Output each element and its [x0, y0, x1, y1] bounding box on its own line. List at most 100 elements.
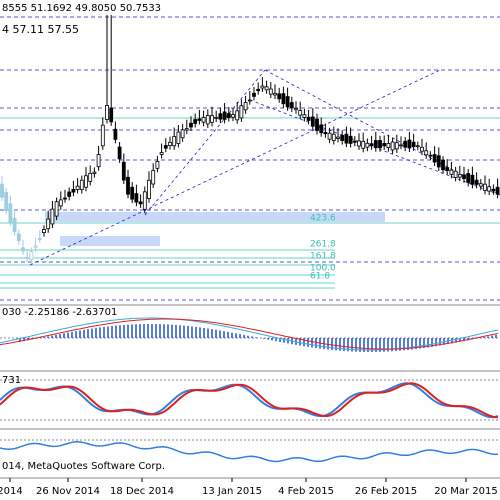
- time-label: 2014: [0, 486, 23, 497]
- candle-body: [344, 133, 349, 144]
- trend-line: [264, 69, 500, 196]
- candle-body: [394, 142, 399, 150]
- candle-body: [453, 170, 458, 178]
- candle-body: [197, 118, 202, 121]
- candle-body: [63, 197, 67, 200]
- candle-body: [138, 201, 143, 205]
- candle-body: [21, 247, 25, 252]
- candle-body: [235, 110, 240, 121]
- candle-body: [399, 144, 403, 147]
- candle-body: [281, 93, 286, 105]
- candle-body: [37, 238, 42, 240]
- candle-body: [42, 229, 46, 233]
- candle-body: [361, 140, 366, 149]
- candle-body: [54, 201, 59, 217]
- candle-body: [109, 107, 114, 123]
- candle-body: [382, 143, 387, 147]
- candle-body: [348, 135, 353, 144]
- candle-body: [340, 135, 345, 142]
- candle-body: [319, 124, 324, 134]
- candle-body: [428, 154, 433, 157]
- candle-body: [67, 191, 72, 197]
- candle-body: [155, 161, 160, 169]
- candle-body: [16, 233, 21, 242]
- candle-body: [126, 176, 130, 195]
- candle-body: [306, 116, 311, 121]
- candle-body: [323, 132, 328, 135]
- drawing: 423.6 261.8 161.8 100.061.8 2014 26 Nov 2014 1…: [0, 15, 500, 497]
- candle-body: [256, 88, 261, 92]
- candle-body: [214, 116, 219, 119]
- candle-body: [163, 145, 168, 149]
- candle-body: [92, 171, 97, 175]
- candle-body: [100, 124, 105, 147]
- candle-body: [466, 173, 471, 183]
- candle-body: [462, 174, 466, 180]
- candle-body: [226, 113, 231, 118]
- candle-body: [373, 140, 378, 149]
- indicator-header: 4 57.11 57.55: [2, 23, 79, 36]
- zone: [60, 236, 160, 246]
- candle-body: [495, 186, 500, 195]
- candle-body: [386, 143, 391, 148]
- candle-body: [336, 136, 340, 139]
- copyright: 014, MetaQuotes Software Corp.: [2, 461, 165, 472]
- fibo-label: 261.8: [310, 240, 336, 250]
- candle-body: [210, 115, 214, 123]
- candle-body: [369, 143, 374, 147]
- candle-body: [0, 183, 4, 198]
- candle-body: [222, 111, 227, 120]
- time-label: 18 Dec 2014: [110, 486, 174, 497]
- candle-body: [424, 150, 429, 156]
- candle-body: [8, 203, 13, 223]
- fibo-label: 423.6: [310, 214, 336, 224]
- candle-body: [365, 142, 370, 148]
- candle-body: [168, 141, 172, 146]
- time-label: 26 Nov 2014: [36, 486, 100, 497]
- candle-body: [88, 172, 93, 182]
- candle-body: [411, 141, 416, 148]
- candle-body: [352, 140, 357, 143]
- trend-line: [144, 69, 266, 216]
- candle-body: [378, 139, 382, 149]
- candle-body: [4, 192, 9, 211]
- candle-body: [403, 140, 408, 148]
- candle-body: [50, 208, 55, 225]
- time-label: 13 Jan 2015: [202, 486, 262, 497]
- stoch-signal: [0, 382, 499, 419]
- candle-body: [193, 119, 198, 124]
- candle-body: [449, 169, 454, 175]
- candle-body: [327, 132, 332, 140]
- candle-body: [252, 92, 256, 97]
- candle-body: [29, 251, 34, 260]
- fibo-label: 161.8: [310, 252, 336, 262]
- stoch-main: [0, 382, 499, 419]
- candle-body: [130, 186, 135, 200]
- time-label: 20 Mar 2015: [434, 486, 497, 497]
- candle-body: [390, 141, 395, 151]
- candle-body: [415, 145, 420, 148]
- candle-body: [189, 122, 193, 128]
- candle-body: [331, 133, 336, 141]
- candle-body: [12, 217, 17, 233]
- time-label: 26 Feb 2015: [355, 486, 417, 497]
- candle-body: [432, 154, 437, 163]
- candle-body: [151, 170, 156, 185]
- trend-line: [29, 69, 441, 266]
- candle-body: [25, 257, 30, 259]
- stochastic-label: 731: [2, 375, 21, 386]
- candle-body: [277, 93, 282, 100]
- candle-body: [172, 136, 177, 147]
- candle-body: [121, 161, 126, 181]
- candle-body: [285, 96, 290, 108]
- candle-body: [302, 114, 307, 118]
- candle-body: [75, 185, 80, 190]
- candle-body: [142, 191, 147, 210]
- ohlc-header: 8555 51.1692 49.8050 50.7533: [2, 3, 161, 14]
- candle-body: [205, 115, 210, 125]
- macd-line: [0, 317, 499, 351]
- indicator-line: [0, 441, 499, 463]
- candle-body: [218, 113, 223, 120]
- candle-body: [483, 183, 487, 191]
